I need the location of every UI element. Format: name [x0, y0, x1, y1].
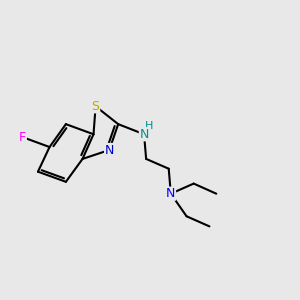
Text: N: N	[105, 143, 114, 157]
Text: S: S	[92, 100, 100, 113]
Text: N: N	[166, 187, 176, 200]
Text: F: F	[19, 131, 26, 144]
Text: H: H	[145, 121, 154, 131]
Text: N: N	[140, 128, 149, 141]
